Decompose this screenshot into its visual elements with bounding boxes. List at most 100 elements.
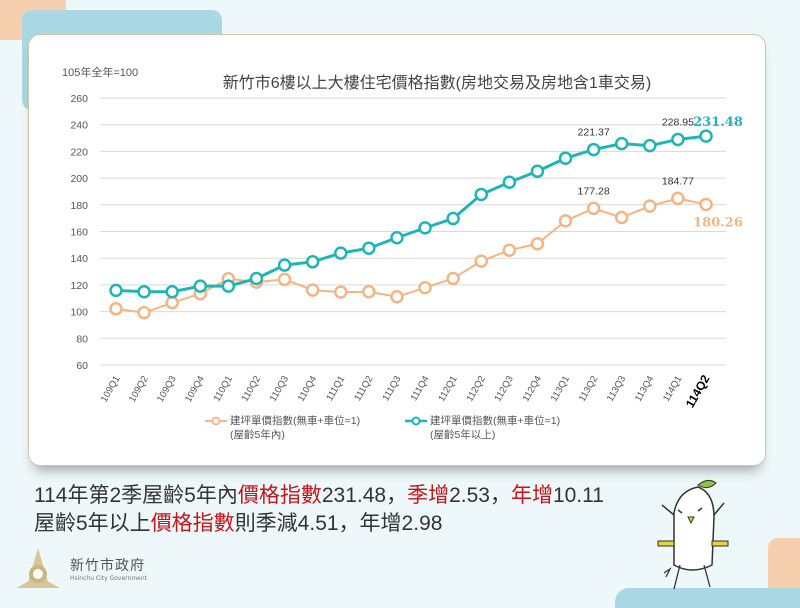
- x-tick-label: 110Q2: [240, 374, 263, 404]
- text: 10.11: [552, 484, 604, 507]
- chart-title: 新竹市6樓以上大樓住宅價格指數(房地交易及房地含1車交易): [223, 74, 651, 92]
- data-point: [277, 258, 292, 272]
- y-tick-label: 240: [70, 120, 88, 132]
- text: 屋齡5年以上: [34, 512, 151, 535]
- data-point: [362, 284, 376, 299]
- legend-item-within-5y: 建坪單價指數(無車+車位=1) (屋齡5年內): [205, 414, 360, 442]
- x-tick-label: 113Q3: [605, 374, 628, 404]
- data-point: [249, 271, 264, 286]
- data-point: [671, 132, 685, 147]
- data-point: [305, 283, 320, 297]
- x-tick-label: 109Q4: [183, 374, 207, 404]
- highlight: 年增: [510, 484, 553, 507]
- chart-card: [28, 34, 766, 466]
- data-point: [221, 279, 236, 293]
- y-tick-label: 160: [70, 227, 88, 239]
- legend-swatch-teal: [405, 416, 427, 426]
- highlight: 季增: [407, 484, 450, 507]
- city-emblem-icon: [16, 548, 60, 588]
- data-point: [334, 285, 348, 299]
- legend-label: 建坪單價指數(無車+車位=1): [430, 415, 561, 427]
- legend-label: 建坪單價指數(無車+車位=1): [230, 415, 361, 427]
- data-point: [502, 243, 517, 257]
- y-axis-label: 105年全年=100: [62, 65, 138, 79]
- data-point: [334, 246, 348, 260]
- x-tick-label: 112Q1: [436, 374, 459, 404]
- x-tick-label: 113Q2: [577, 374, 600, 404]
- y-tick-label: 100: [70, 307, 88, 319]
- text: 則季減4.51，年增2.98: [234, 512, 443, 535]
- x-tick-label: 111Q3: [380, 374, 403, 403]
- logo-name-en: Hsinchu City Government: [70, 574, 148, 582]
- x-tick-label: 111Q2: [352, 374, 375, 403]
- data-label: 177.28: [578, 185, 610, 197]
- data-point: [137, 305, 151, 320]
- data-point: [109, 302, 123, 316]
- x-tick-label: 112Q3: [492, 374, 515, 404]
- data-point: [474, 187, 488, 202]
- x-tick-label: 114Q2: [683, 372, 713, 410]
- x-tick-label: 111Q4: [409, 374, 432, 403]
- x-tick-label: 110Q1: [212, 374, 235, 404]
- data-point: [558, 151, 573, 165]
- logo-name: 新竹市政府: [70, 557, 145, 574]
- legend-sub: (屋齡5年內): [230, 429, 285, 441]
- data-point: [586, 142, 601, 157]
- data-point: [165, 284, 179, 299]
- summary-line-2: 屋齡5年以上價格指數則季減4.51，年增2.98: [34, 510, 604, 538]
- data-label: 180.26: [693, 215, 743, 230]
- data-point: [446, 211, 460, 226]
- data-point: [699, 197, 713, 212]
- y-tick-label: 60: [76, 360, 88, 372]
- data-point: [558, 214, 573, 228]
- data-point: [446, 271, 460, 286]
- data-point: [530, 164, 545, 179]
- y-tick-label: 120: [70, 280, 88, 292]
- data-point: [390, 290, 404, 304]
- y-tick-label: 260: [70, 93, 88, 105]
- text: 2.53，: [449, 484, 511, 507]
- x-tick-label: 109Q1: [99, 374, 123, 404]
- x-tick-label: 113Q1: [549, 374, 572, 404]
- x-tick-label: 109Q2: [127, 374, 151, 404]
- data-point: [699, 129, 713, 143]
- x-tick-label: 113Q4: [633, 374, 656, 404]
- data-point: [109, 283, 123, 298]
- hsinchu-city-logo: 新竹市政府 Hsinchu City Government: [12, 546, 147, 590]
- data-point: [418, 221, 432, 235]
- text: 114年第2季屋齡5年內: [34, 484, 238, 507]
- summary-text: 114年第2季屋齡5年內價格指數231.48，季增2.53，年增10.11 屋齡…: [34, 482, 604, 538]
- legend-swatch-orange: [205, 416, 227, 426]
- x-tick-label: 111Q1: [324, 374, 347, 403]
- y-tick-label: 200: [70, 173, 88, 185]
- data-point: [586, 201, 601, 216]
- data-label: 231.48: [693, 115, 743, 130]
- mascot-illustration: [657, 479, 729, 590]
- data-point: [614, 210, 629, 225]
- data-point: [165, 296, 179, 310]
- data-point: [390, 231, 404, 245]
- line-chart: 105年全年=100 新竹市6樓以上大樓住宅價格指數(房地交易及房地含1車交易)…: [62, 65, 743, 410]
- data-point: [614, 136, 629, 151]
- data-label: 184.77: [662, 175, 694, 187]
- data-point: [474, 254, 488, 268]
- data-point: [277, 272, 292, 287]
- y-tick-label: 80: [76, 333, 88, 345]
- data-point: [418, 280, 432, 295]
- x-tick-label: 109Q3: [155, 374, 179, 404]
- highlight: 價格指數: [237, 484, 322, 507]
- y-tick-label: 180: [70, 200, 88, 212]
- x-tick-label: 112Q2: [464, 374, 487, 404]
- data-point: [305, 255, 320, 269]
- x-tick-label: 112Q4: [521, 374, 544, 404]
- y-tick-label: 220: [70, 146, 88, 158]
- x-tick-label: 110Q4: [296, 374, 319, 404]
- data-point: [643, 199, 657, 213]
- data-point: [137, 284, 151, 299]
- text: 231.48，: [321, 484, 408, 507]
- summary-line-1: 114年第2季屋齡5年內價格指數231.48，季增2.53，年增10.11: [34, 482, 604, 510]
- legend-sub: (屋齡5年以上): [430, 429, 496, 441]
- data-label: 228.95: [662, 116, 694, 128]
- highlight: 價格指數: [150, 512, 235, 535]
- data-point: [193, 279, 208, 293]
